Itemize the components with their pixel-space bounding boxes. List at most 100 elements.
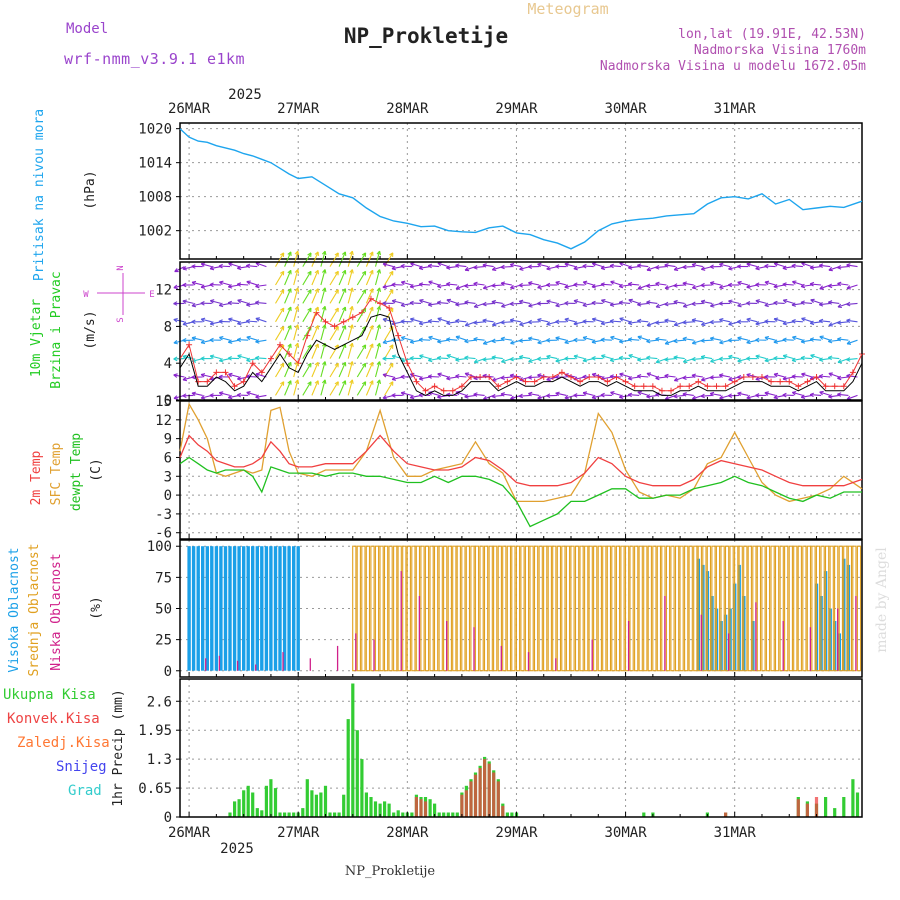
precip-conv-bar	[478, 768, 482, 817]
precip-total-bar	[642, 812, 646, 817]
cloud-mid-bar	[743, 545, 748, 672]
wind-arrow-head	[334, 270, 339, 276]
wind-arrow	[455, 375, 467, 378]
wind-arrow-head	[174, 268, 179, 273]
wind-arrow	[500, 337, 512, 341]
wind-arrow-head	[455, 373, 460, 379]
wind-arrow-head	[664, 263, 669, 268]
wind-arrow	[311, 325, 319, 341]
precip-total-bar	[283, 812, 287, 817]
precip-legend-item: Grad	[68, 783, 102, 799]
wind-arrow-head	[473, 320, 478, 325]
wind-arrow-head	[773, 339, 778, 344]
precip-total-bar	[387, 803, 391, 817]
wind-arrow	[419, 266, 431, 269]
y-tick-label: 1.95	[138, 723, 172, 739]
wind-arrow-head	[819, 335, 824, 340]
wind-arrow-head	[573, 393, 578, 398]
wind-arrow-head	[391, 354, 397, 360]
wind-arrow-head	[582, 263, 587, 269]
wind-arrow	[701, 356, 713, 360]
wind-arrow-head	[200, 284, 206, 289]
y-tick-label: 8	[164, 319, 172, 335]
wind-arrow	[810, 283, 822, 286]
wind-arrow	[200, 373, 212, 378]
wind-arrow-head	[482, 340, 488, 345]
wind-arrow-head	[307, 270, 312, 276]
precip-total-bar	[278, 812, 282, 817]
wind-arrow-head	[341, 269, 347, 275]
precip-total-bar	[228, 812, 232, 817]
wind-arrow-head	[227, 300, 233, 306]
cloud-mid-bar	[652, 545, 657, 672]
wind-unit: (m/s)	[83, 310, 98, 349]
y-tick-label: 9	[164, 432, 172, 448]
wind-arrow-head	[700, 338, 705, 343]
wind-arrow-head	[307, 307, 312, 313]
precip-total-bar	[273, 788, 278, 817]
wind-arrow-head	[800, 300, 805, 306]
wind-arrow-head	[455, 263, 460, 268]
wind-arrow	[437, 262, 449, 268]
wind-arrow	[365, 288, 374, 304]
wind-arrow-head	[755, 337, 760, 343]
y-tick-label: 0	[164, 664, 172, 680]
wind-arrow-head	[464, 338, 469, 344]
wind-arrow-head	[227, 394, 233, 400]
wind-arrow-head	[673, 266, 679, 272]
wind-arrow-head	[655, 264, 660, 270]
precip-conv-bar	[414, 797, 418, 817]
wind-arrow-head	[228, 372, 233, 378]
wind-arrow-head	[728, 299, 733, 304]
wind-title-1: 10m Vjetar	[29, 299, 44, 377]
wind-arrow-head	[446, 354, 451, 359]
wind-arrow-head	[446, 265, 451, 270]
wind-arrow	[219, 336, 231, 341]
wind-arrow	[592, 318, 603, 323]
wind-arrow	[329, 271, 339, 286]
wind-arrow	[600, 376, 613, 380]
cloud-mid-bar	[429, 545, 434, 672]
wind-arrow-head	[591, 394, 597, 400]
wind-arrow	[382, 318, 394, 323]
wind-arrow-head	[718, 301, 723, 306]
wind-arrow	[392, 300, 403, 304]
wind-arrow-head	[773, 372, 779, 378]
wind-arrow	[482, 358, 494, 361]
wind-arrow-head	[582, 391, 588, 396]
wind-arrow	[311, 306, 319, 323]
wind-arrow	[509, 358, 522, 360]
wind-arrow-head	[482, 301, 487, 307]
precip-conv-bar	[805, 803, 809, 817]
cloud-mid-bar	[847, 545, 853, 672]
wind-arrow-head	[410, 262, 415, 267]
wind-arrow-head	[792, 280, 797, 285]
wind-arrow-head	[334, 326, 339, 331]
wind-arrow-head	[391, 393, 396, 398]
wind-arrow-head	[361, 362, 367, 368]
wind-arrow-head	[382, 262, 388, 267]
precip-total-bar	[505, 812, 509, 817]
wind-arrow-head	[437, 394, 442, 400]
wind-arrow	[320, 287, 326, 304]
cloud-mid-bar	[511, 545, 516, 672]
wind-arrow	[255, 394, 267, 398]
precip-conv-bar	[460, 794, 464, 817]
wind-arrow	[311, 288, 319, 304]
compass-n: N	[116, 265, 126, 270]
wind-title-2: Brzina i Pravac	[49, 271, 64, 388]
wind-arrow-head	[691, 262, 697, 268]
wind-arrow-head	[501, 358, 506, 364]
wind-arrow-head	[314, 251, 319, 256]
wind-arrow	[365, 251, 374, 267]
wind-arrow-head	[376, 250, 382, 256]
wind-arrow	[537, 263, 549, 268]
wind-arrow-head	[349, 305, 354, 311]
wind-arrow-head	[664, 373, 669, 379]
wind-arrow-head	[294, 269, 300, 274]
wind-arrow-head	[746, 317, 751, 323]
wind-arrow-head	[600, 282, 605, 287]
wind-arrow	[573, 321, 585, 325]
wind-arrow	[792, 391, 804, 396]
wind-arrow-head	[218, 302, 224, 308]
